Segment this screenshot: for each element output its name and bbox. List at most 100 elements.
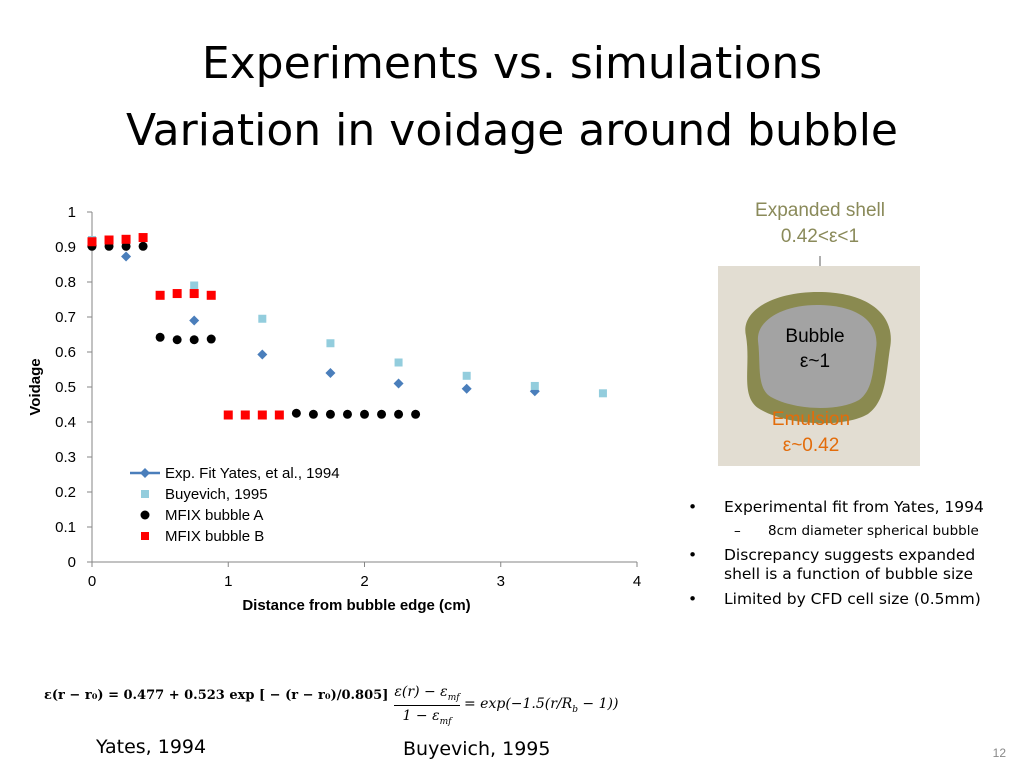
series-3-point [155,332,165,342]
series-2-point [190,281,199,290]
y-tick-label: 0.3 [55,449,76,466]
series-4-point [172,289,182,299]
voidage-chart: 0 0.1 0.2 0.3 0.4 0.5 0.6 0.7 0.8 0.9 1 0 1 2 3 4 Distan… [27,204,641,614]
bullet-item: • Limited by CFD cell size (0.5mm) [688,590,981,608]
series-3-point [325,409,335,419]
y-tick-label: 0.7 [55,309,76,326]
page-number: 12 [992,746,1006,760]
yates-citation: Yates, 1994 [96,736,207,758]
buyevich-citation: Buyevich, 1995 [403,738,551,760]
series-3-point [411,409,421,419]
series-4-point [189,289,199,299]
series-2-point [326,339,335,348]
series-3-point [394,409,404,419]
series-4-point [223,410,233,420]
series-3-point [291,408,301,418]
expanded-shell-label: Expanded shell 0.42<ε<1 [730,198,910,250]
x-tick-label: 3 [497,573,505,590]
series-1-point [393,378,404,389]
expanded-shell-label-line1: Expanded shell [755,200,885,221]
expanded-shell-label-line2: 0.42<ε<1 [780,226,860,247]
series-1-point [257,349,268,360]
y-tick-label: 1 [68,204,76,221]
legend-label-2: Buyevich, 1995 [165,486,268,503]
buyevich-denominator: 1 − εmf [394,708,460,727]
bullet-text: Discrepancy suggests expanded shell is a… [724,546,976,583]
bullet-text: Experimental fit from Yates, 1994 [724,498,984,516]
legend-label-1: Exp. Fit Yates, et al., 1994 [165,465,340,482]
buyevich-rhs: = exp(−1.5(r/Rb − 1)) [464,696,618,715]
x-tick-label: 1 [224,573,232,590]
series-3-point [138,241,148,251]
bubble-core [757,304,877,408]
series-3-point [360,409,369,419]
series-2-point [530,381,539,390]
buyevich-rhs-text: = exp(−1.5(r/R [464,696,573,712]
series-2-point [394,358,403,367]
series-1-point [461,383,472,394]
yates-formula: ε(r − r₀) = 0.477 + 0.523 exp [ − (r − r… [44,688,389,703]
bullet-list: • Experimental fit from Yates, 1994 –8cm … [686,498,986,615]
series-3-point [189,335,199,345]
y-tick-label: 0.9 [55,239,76,256]
series-4-point [121,234,131,244]
buyevich-rhs-end: − 1)) [577,696,619,712]
y-tick-label: 0 [68,554,76,571]
bubble-label-line2: ε~1 [800,351,830,372]
y-tick-label: 0.6 [55,344,76,361]
emulsion-label-line2: ε~0.42 [783,435,840,456]
legend-label-3: MFIX bubble A [165,507,263,524]
bubble-diagram: Bubble ε~1 Emulsion ε~0.42 [718,256,920,466]
series-3-point [121,241,131,251]
series-2-point [598,389,607,398]
x-tick-label: 0 [88,573,96,590]
buyevich-rhs-sub: b [572,704,578,715]
y-tick-label: 0.5 [55,379,76,396]
buyevich-den-text: 1 − ε [402,708,440,724]
buyevich-numerator: ε(r) − εmf [394,684,460,703]
series-4-point [155,290,165,300]
legend-marker-1 [140,468,150,478]
series-4-point [87,237,97,247]
legend-marker-3 [140,510,150,520]
emulsion-label-line1: Emulsion [772,409,850,430]
x-tick-label: 4 [633,573,641,590]
series-3-point [308,409,318,419]
bullet-text: Limited by CFD cell size (0.5mm) [724,590,981,608]
buyevich-formula: ε(r) − εmf 1 − εmf = exp(−1.5(r/Rb − 1)) [394,684,634,730]
bubble-label-line1: Bubble [785,326,844,347]
fraction-bar [394,705,460,706]
legend-marker-4 [141,532,149,540]
legend-marker-2 [141,490,149,498]
series-3-point [172,335,182,345]
series-4-point [206,290,216,300]
buyevich-num-sub: mf [447,692,460,703]
y-tick-label: 0.1 [55,519,76,536]
series-1-point [121,251,132,262]
series-3-point [342,409,352,419]
series-4-point [274,410,284,420]
buyevich-num-text: ε(r) − ε [394,684,448,700]
x-axis-title: Distance from bubble edge (cm) [242,597,470,614]
y-tick-label: 0.8 [55,274,76,291]
sub-bullet-text: 8cm diameter spherical bubble [768,523,979,539]
slide-title-line1: Experiments vs. simulations [201,38,823,89]
y-axis-title: Voidage [27,358,44,415]
series-4-point [240,410,250,420]
y-tick-label: 0.4 [55,414,76,431]
series-4-point [257,410,267,420]
bullet-item: • Discrepancy suggests expanded shell is … [688,546,976,583]
series-1-point [325,368,336,378]
series-2-point [462,371,471,380]
series-4-point [104,235,114,245]
y-tick-label: 0.2 [55,484,76,501]
series-3-point [377,409,387,419]
series-1-point [189,315,200,326]
series-3-point [206,334,216,344]
legend-label-4: MFIX bubble B [165,528,264,545]
bullet-item: • Experimental fit from Yates, 1994 [688,498,984,516]
buyevich-den-sub: mf [439,716,452,727]
x-tick-label: 2 [360,573,368,590]
series-2-point [258,314,267,323]
slide-title-line2: Variation in voidage around bubble [125,105,899,156]
